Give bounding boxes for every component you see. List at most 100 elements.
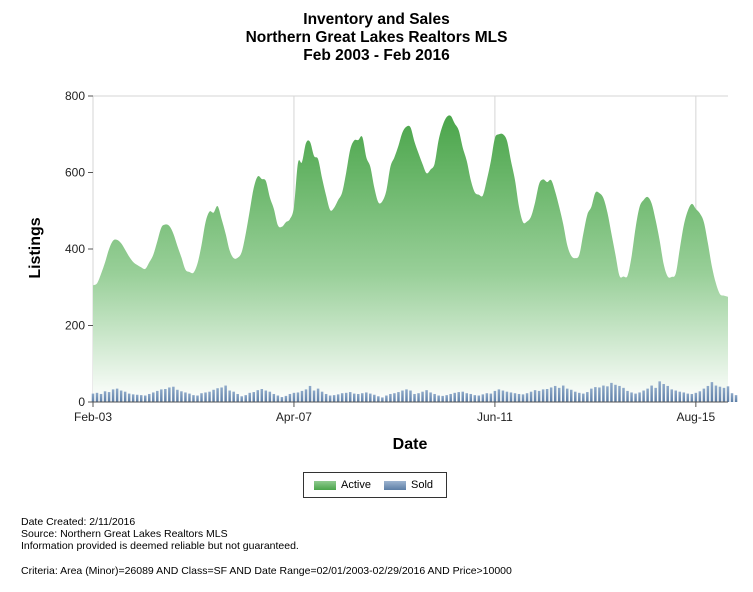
- sold-bar: [252, 392, 255, 402]
- sold-bar: [501, 390, 505, 402]
- sold-series-bars: [91, 381, 738, 403]
- sold-bar: [328, 395, 332, 402]
- sold-bar: [485, 393, 489, 402]
- sold-bar: [357, 393, 360, 402]
- sold-bar: [381, 397, 384, 402]
- sold-bar: [204, 392, 207, 402]
- sold-bar: [196, 395, 199, 402]
- sold-bar: [598, 387, 601, 402]
- chart-title: Inventory and Sales: [303, 11, 450, 28]
- chart-subtitle-range: Feb 2003 - Feb 2016: [303, 47, 450, 64]
- sold-bar: [99, 393, 103, 402]
- sold-bar: [228, 390, 231, 402]
- sold-bar: [107, 392, 111, 402]
- sold-bar: [417, 393, 420, 402]
- sold-bar: [184, 392, 187, 402]
- sold-bar: [344, 392, 348, 402]
- sold-bar: [385, 395, 388, 402]
- sold-bar: [409, 390, 412, 402]
- x-axis-ticks: Feb-03 Apr-07 Jun-11 Aug-15: [74, 402, 716, 424]
- sold-bar: [397, 392, 400, 402]
- active-series-area: [93, 115, 728, 402]
- sold-bar: [91, 393, 95, 402]
- sold-bar: [702, 388, 706, 402]
- sold-bar: [730, 393, 734, 402]
- chart-plot: 0 200 400 600 800 Feb-03 Apr-07 Jun-11 Aug-15 D…: [27, 89, 738, 453]
- sold-bar: [304, 389, 308, 402]
- sold-bar: [123, 391, 127, 402]
- x-tick-label: Feb-03: [74, 410, 112, 424]
- sold-bar: [582, 393, 585, 402]
- sold-bar: [220, 387, 223, 402]
- sold-bar: [578, 392, 581, 402]
- sold-bar: [461, 391, 464, 402]
- sold-bar: [630, 392, 633, 402]
- sold-bar: [686, 393, 690, 402]
- sold-bar: [437, 395, 440, 402]
- sold-bar: [654, 387, 657, 402]
- sold-bar: [642, 390, 645, 402]
- sold-bar: [606, 386, 609, 402]
- sold-bar: [164, 389, 167, 402]
- sold-bar: [493, 390, 497, 402]
- sold-bar: [212, 389, 215, 402]
- sold-bar: [513, 393, 517, 402]
- sold-bar: [618, 385, 621, 402]
- sold-bar: [413, 393, 416, 402]
- sold-bar: [144, 395, 147, 402]
- x-tick-label: Apr-07: [276, 410, 312, 424]
- sold-bar: [272, 393, 276, 402]
- sold-bar: [224, 385, 227, 402]
- sold-bar: [168, 387, 171, 402]
- sold-bar: [666, 385, 669, 402]
- sold-bar: [103, 391, 107, 402]
- sold-bar: [95, 392, 99, 402]
- sold-bar: [401, 390, 404, 402]
- chart-subtitle-mls: Northern Great Lakes Realtors MLS: [245, 29, 508, 46]
- sold-bar: [734, 395, 738, 402]
- sold-bar: [533, 390, 537, 402]
- sold-bar: [260, 389, 264, 402]
- sold-bar: [200, 393, 203, 402]
- sold-bar: [244, 395, 247, 402]
- sold-bar: [557, 387, 561, 402]
- sold-bar: [188, 393, 191, 402]
- sold-bar: [549, 387, 553, 402]
- sold-bar: [111, 389, 115, 402]
- legend-active-swatch: [314, 481, 336, 490]
- sold-bar: [216, 388, 219, 402]
- y-tick-label: 600: [65, 166, 85, 180]
- sold-bar: [553, 385, 557, 402]
- sold-bar: [658, 381, 661, 402]
- sold-bar: [236, 393, 239, 402]
- sold-bar: [135, 394, 139, 402]
- sold-bar: [324, 393, 328, 402]
- sold-bar: [505, 391, 509, 402]
- sold-bar: [670, 389, 673, 402]
- sold-bar: [698, 391, 702, 402]
- sold-bar: [152, 392, 155, 402]
- sold-bar: [509, 392, 513, 402]
- x-axis-title: Date: [393, 436, 428, 453]
- sold-bar: [650, 385, 653, 402]
- sold-bar: [626, 390, 629, 402]
- sold-bar: [529, 391, 533, 402]
- sold-bar: [586, 392, 589, 402]
- sold-bar: [332, 395, 336, 402]
- sold-bar: [208, 391, 211, 402]
- sold-bar: [308, 385, 312, 402]
- sold-bar: [718, 386, 722, 402]
- legend-sold-swatch: [384, 481, 406, 490]
- sold-bar: [264, 390, 268, 402]
- sold-bar: [433, 393, 436, 402]
- sold-bar: [336, 394, 340, 402]
- sold-bar: [180, 391, 183, 402]
- sold-bar: [256, 390, 260, 402]
- sold-bar: [610, 382, 613, 403]
- sold-bar: [119, 390, 123, 402]
- y-axis-title: Listings: [27, 217, 44, 278]
- sold-bar: [682, 392, 686, 402]
- sold-bar: [131, 394, 135, 402]
- sold-bar: [481, 394, 485, 402]
- sold-bar: [280, 397, 284, 402]
